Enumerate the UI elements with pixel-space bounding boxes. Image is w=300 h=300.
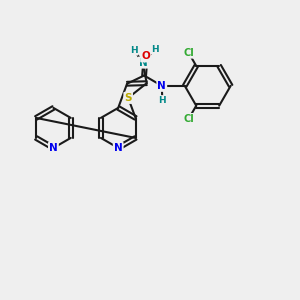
Text: Cl: Cl <box>183 48 194 58</box>
Text: O: O <box>141 51 150 62</box>
Text: N: N <box>49 143 58 153</box>
Text: N: N <box>158 81 166 91</box>
Text: Cl: Cl <box>183 114 194 124</box>
Text: H: H <box>151 44 159 53</box>
Text: H: H <box>159 96 166 105</box>
Text: N: N <box>114 143 123 153</box>
Text: N: N <box>139 58 148 68</box>
Text: H: H <box>130 46 138 55</box>
Text: S: S <box>124 93 132 103</box>
